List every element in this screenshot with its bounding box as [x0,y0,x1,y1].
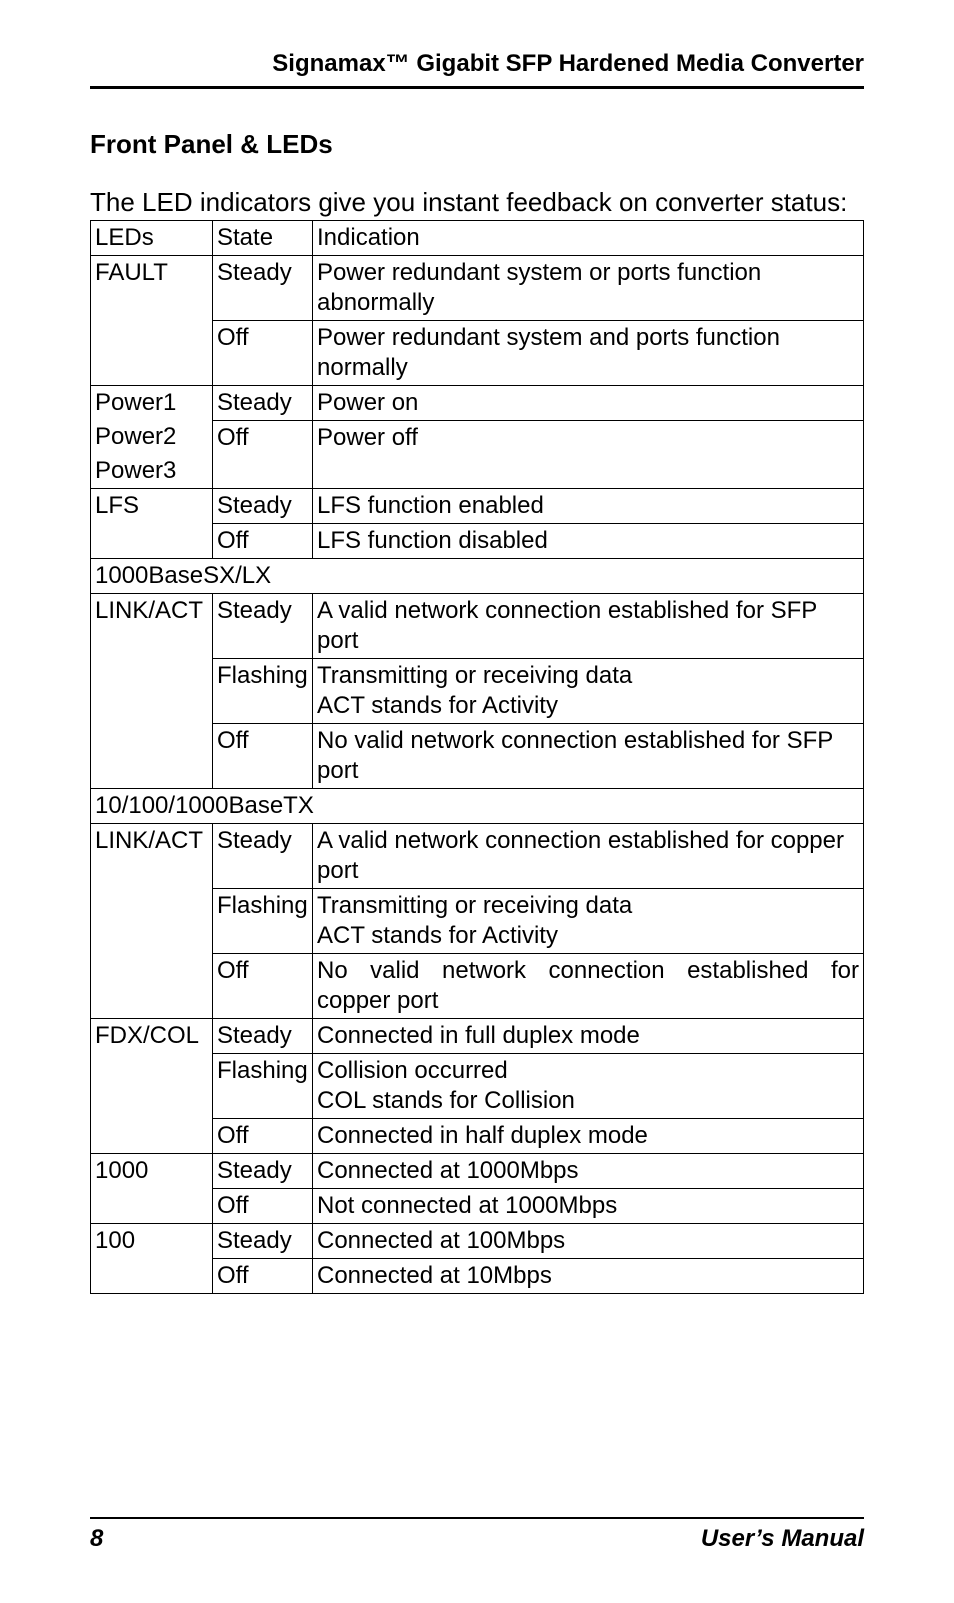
led-label: Power2 [91,420,213,454]
indication-cell: Connected in half duplex mode [313,1119,864,1154]
state-cell: Off [213,1259,313,1294]
indication-cell: Transmitting or receiving dataACT stands… [313,889,864,954]
state-cell: Steady [213,1019,313,1054]
indication-cell: A valid network connection established f… [313,824,864,889]
led-label: 100 [91,1224,213,1294]
led-table: LEDs State Indication FAULT Steady Power… [90,220,864,1295]
state-cell: Steady [213,385,313,420]
section-header: 10/100/1000BaseTX [91,789,864,824]
indication-cell: Power on [313,385,864,420]
indication-cell: LFS function disabled [313,524,864,559]
led-label: LINK/ACT [91,594,213,789]
page-footer: 8 User’s Manual [90,1517,864,1553]
state-cell: Flashing [213,659,313,724]
indication-cell: Power off [313,420,864,489]
indication-cell: Power redundant system or ports function… [313,255,864,320]
indication-cell: No valid network connection established … [313,954,864,1019]
intro-text: The LED indicators give you instant feed… [90,186,864,220]
state-cell: Steady [213,1154,313,1189]
section-title: Front Panel & LEDs [90,129,864,160]
led-label: LINK/ACT [91,824,213,1019]
state-cell: Off [213,954,313,1019]
led-label: FAULT [91,255,213,385]
led-label: Power3 [91,454,213,489]
th-state: State [213,220,313,255]
table-row: 1000BaseSX/LX [91,559,864,594]
table-header-row: LEDs State Indication [91,220,864,255]
led-label: 1000 [91,1154,213,1224]
indication-cell: Not connected at 1000Mbps [313,1189,864,1224]
state-cell: Off [213,724,313,789]
table-row: 1000 Steady Connected at 1000Mbps [91,1154,864,1189]
state-cell: Steady [213,1224,313,1259]
table-row: FDX/COL Steady Connected in full duplex … [91,1019,864,1054]
table-row: LINK/ACT Steady A valid network connecti… [91,824,864,889]
indication-cell: Connected at 100Mbps [313,1224,864,1259]
indication-cell: Connected at 1000Mbps [313,1154,864,1189]
state-cell: Flashing [213,889,313,954]
header-title: Signamax™ Gigabit SFP Hardened Media Con… [272,50,864,77]
table-row: Power1 Steady Power on [91,385,864,420]
indication-cell: Power redundant system and ports functio… [313,320,864,385]
manual-label: User’s Manual [701,1525,864,1553]
state-cell: Flashing [213,1054,313,1119]
page-number: 8 [90,1525,103,1553]
page-header: Signamax™ Gigabit SFP Hardened Media Con… [90,50,864,89]
state-cell: Steady [213,255,313,320]
state-cell: Off [213,420,313,489]
indication-cell: A valid network connection established f… [313,594,864,659]
state-cell: Steady [213,594,313,659]
table-row: LINK/ACT Steady A valid network connecti… [91,594,864,659]
led-label: FDX/COL [91,1019,213,1154]
led-label: Power1 [91,385,213,420]
table-row: 100 Steady Connected at 100Mbps [91,1224,864,1259]
th-leds: LEDs [91,220,213,255]
indication-cell: Collision occurredCOL stands for Collisi… [313,1054,864,1119]
indication-cell: Connected in full duplex mode [313,1019,864,1054]
led-label: LFS [91,489,213,559]
state-cell: Steady [213,824,313,889]
table-row: FAULT Steady Power redundant system or p… [91,255,864,320]
state-cell: Off [213,1119,313,1154]
state-cell: Off [213,1189,313,1224]
page: Signamax™ Gigabit SFP Hardened Media Con… [0,0,954,1603]
indication-cell: Transmitting or receiving dataACT stands… [313,659,864,724]
section-header: 1000BaseSX/LX [91,559,864,594]
indication-cell: No valid network connection established … [313,724,864,789]
th-indication: Indication [313,220,864,255]
table-row: Power2 Off Power off [91,420,864,454]
table-row: LFS Steady LFS function enabled [91,489,864,524]
state-cell: Off [213,524,313,559]
state-cell: Steady [213,489,313,524]
indication-cell: LFS function enabled [313,489,864,524]
indication-cell: Connected at 10Mbps [313,1259,864,1294]
table-row: 10/100/1000BaseTX [91,789,864,824]
state-cell: Off [213,320,313,385]
